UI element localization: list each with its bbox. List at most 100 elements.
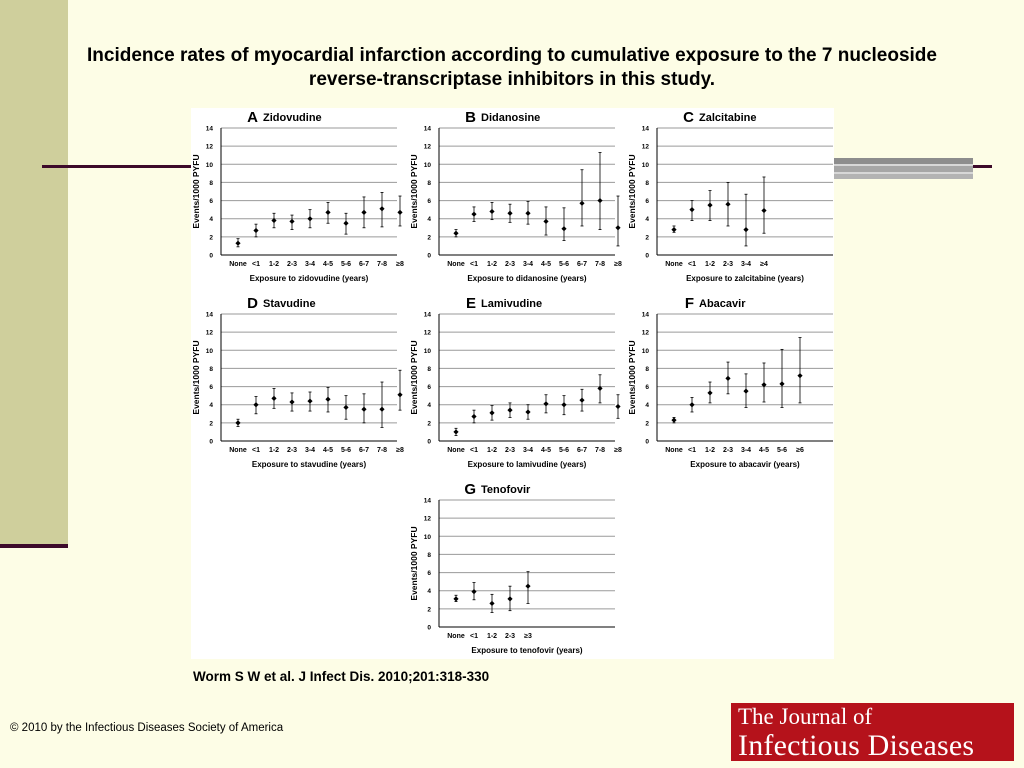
x-tick-label: 2-3 [505,261,515,268]
y-tick-label: 12 [424,144,432,151]
data-point [397,392,403,398]
data-point [597,197,603,204]
panel-g: G Tenofovir 0 2 4 6 8 10 12 14 Events/1000 PYFU Non… [409,481,615,655]
data-point [343,220,349,226]
x-tick-label: ≥3 [524,633,532,640]
data-point [525,409,531,415]
x-tick-label: 2-3 [287,447,297,454]
x-tick-label: 4-5 [759,447,769,454]
data-point [289,218,295,225]
y-tick-label: 8 [427,552,431,559]
data-point [489,208,495,215]
y-tick-label: 8 [209,180,213,187]
y-tick-label: 14 [424,126,432,133]
data-point [253,402,259,408]
x-tick-label: <1 [470,447,478,454]
data-point [361,209,367,215]
data-point [471,413,477,420]
y-axis-label: Events/1000 PYFU [409,526,419,600]
data-point [743,227,749,233]
x-tick-label: 1-2 [705,261,715,268]
data-point [271,217,277,224]
y-tick-label: 4 [645,402,649,409]
x-tick-label: 7-8 [595,447,605,454]
data-point [489,410,495,416]
data-point [761,382,767,388]
y-tick-label: 10 [424,534,432,541]
data-point [779,381,785,387]
panel-f: F Abacavir 0 2 4 6 8 10 12 14 Events/1000 PYFU None… [627,295,833,469]
data-point [271,395,277,401]
y-tick-label: 10 [424,348,432,355]
y-tick-label: 0 [645,439,649,446]
data-point [379,406,385,412]
panel-letter: F [685,295,694,312]
data-point [235,420,241,426]
x-tick-label: <1 [688,261,696,268]
x-axis-label: Exposure to lamivudine (years) [468,460,587,469]
left-decorative-band [0,0,68,546]
data-point [453,429,459,435]
x-tick-label: None [229,447,247,454]
x-tick-label: None [665,447,683,454]
data-point [543,218,549,225]
x-tick-label: 2-3 [723,261,733,268]
journal-logo-line2: Infectious Diseases [738,729,975,762]
x-tick-label: 1-2 [705,447,715,454]
data-point [397,209,403,215]
y-tick-label: 2 [427,420,431,427]
y-axis-label: Events/1000 PYFU [627,340,637,414]
x-tick-label: 7-8 [377,447,387,454]
data-point [579,397,585,403]
x-tick-label: 2-3 [287,261,297,268]
data-point [525,210,531,216]
data-point [707,202,713,208]
panel-letter: A [247,109,258,126]
y-tick-label: 2 [209,420,213,427]
data-point [507,596,513,602]
x-tick-label: None [447,633,465,640]
x-tick-label: 4-5 [541,261,551,268]
y-tick-label: 6 [645,198,649,205]
x-tick-label: <1 [252,261,260,268]
x-tick-label: 6-7 [359,447,369,454]
x-axis-label: Exposure to didanosine (years) [467,274,586,283]
panel-e: E Lamivudine 0 2 4 6 8 10 12 14 Events/1000 PYFU No… [409,295,622,469]
figure-panel: A Zidovudine 0 2 4 6 8 10 12 14 Events/1000 PYFU No… [191,108,834,659]
journal-logo[interactable]: The Journal of Infectious Diseases [731,703,1014,762]
panel-title: Didanosine [481,112,540,124]
y-tick-label: 12 [206,330,214,337]
panel-letter: B [465,109,476,126]
data-point [507,407,513,413]
x-tick-label: 1-2 [487,633,497,640]
y-tick-label: 0 [427,253,431,260]
x-tick-label: None [229,261,247,268]
x-tick-label: None [447,261,465,268]
panel-title: Tenofovir [481,484,531,496]
x-tick-label: 5-6 [341,447,351,454]
x-axis-label: Exposure to zalcitabine (years) [686,274,804,283]
data-point [489,600,495,607]
panel-d: D Stavudine 0 2 4 6 8 10 12 14 Events/1000 PYFU Non… [191,295,404,469]
y-tick-label: 14 [424,498,432,505]
data-point [543,401,549,407]
x-tick-label: <1 [470,633,478,640]
y-tick-label: 6 [209,384,213,391]
left-decorative-rule [0,544,68,548]
panel-letter: E [466,295,476,312]
x-axis-label: Exposure to zidovudine (years) [250,274,369,283]
x-tick-label: <1 [252,447,260,454]
y-tick-label: 0 [427,439,431,446]
x-tick-label: 3-4 [305,447,315,454]
y-tick-label: 0 [209,439,213,446]
x-tick-label: 3-4 [741,261,751,268]
data-point [561,402,567,408]
data-point [615,225,621,231]
x-tick-label: 6-7 [577,447,587,454]
data-point [525,583,531,589]
y-tick-label: 2 [427,234,431,241]
y-tick-label: 14 [642,312,650,319]
y-axis-label: Events/1000 PYFU [191,340,201,414]
copyright-notice: © 2010 by the Infectious Diseases Societ… [10,722,284,734]
x-axis-label: Exposure to stavudine (years) [252,460,367,469]
